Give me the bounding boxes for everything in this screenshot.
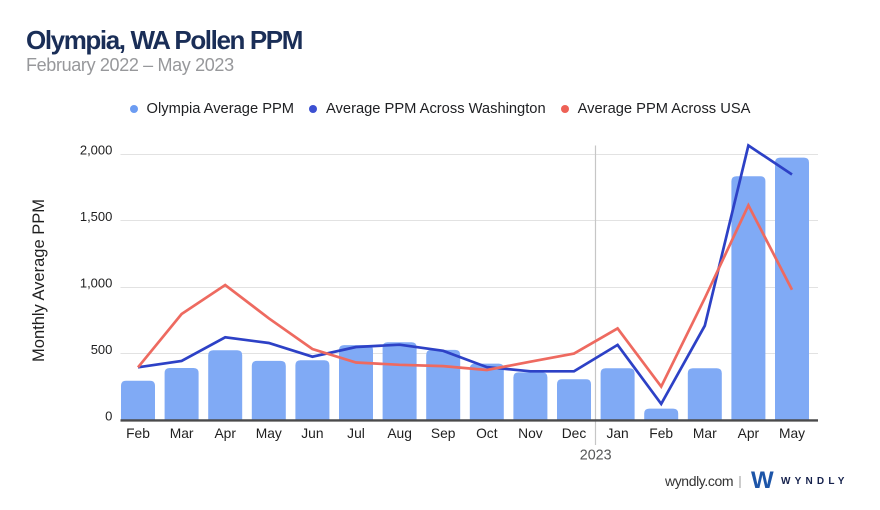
svg-text:500: 500 [91, 342, 113, 357]
svg-text:Monthly Average PPM: Monthly Average PPM [30, 199, 48, 362]
svg-text:Jul: Jul [347, 426, 365, 441]
svg-text:1,000: 1,000 [80, 275, 113, 290]
svg-text:Jan: Jan [606, 426, 628, 441]
svg-text:Feb: Feb [126, 426, 150, 441]
svg-text:Apr: Apr [214, 426, 236, 441]
svg-text:Dec: Dec [562, 426, 587, 441]
svg-text:2,000: 2,000 [80, 142, 113, 157]
svg-text:Apr: Apr [738, 426, 760, 441]
svg-text:Feb: Feb [649, 426, 673, 441]
svg-text:Oct: Oct [476, 426, 498, 441]
svg-text:0: 0 [105, 408, 112, 423]
svg-text:May: May [779, 426, 805, 441]
svg-text:Aug: Aug [387, 426, 412, 441]
svg-text:May: May [256, 426, 282, 441]
svg-text:Mar: Mar [693, 426, 717, 441]
svg-text:1,500: 1,500 [80, 209, 113, 224]
svg-text:Mar: Mar [170, 426, 194, 441]
svg-text:Nov: Nov [518, 426, 543, 441]
svg-text:Sep: Sep [431, 426, 456, 441]
svg-text:2023: 2023 [580, 448, 612, 464]
svg-text:Jun: Jun [301, 426, 323, 441]
